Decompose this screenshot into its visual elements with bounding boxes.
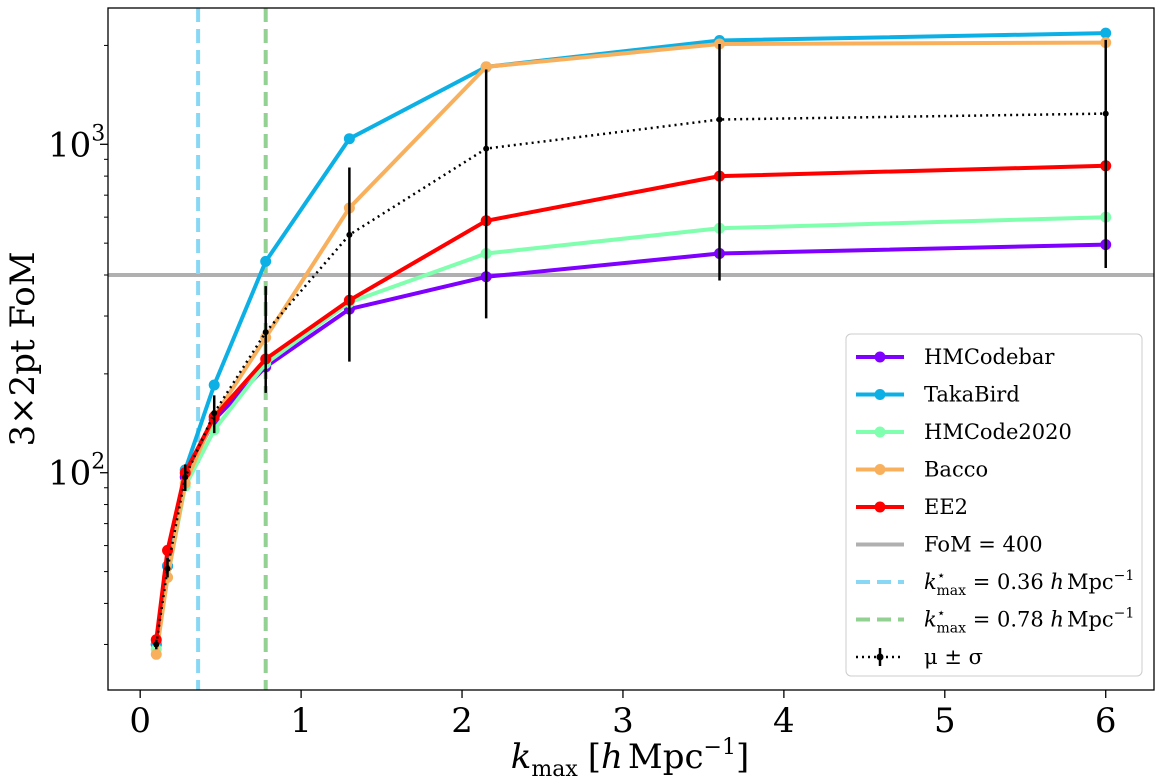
legend-swatch-marker [874,351,886,363]
legend-swatch-marker [876,653,884,661]
legend-entry-reference-0: FoM = 400 [856,533,1043,557]
x-tick-label: 4 [773,701,795,741]
legend-entry-hmcode2020: HMCode2020 [856,420,1072,444]
legend-entry-reference-2: k⋆ max = 0.78 h Mpc−1 [856,606,1134,637]
legend-box [845,333,1143,677]
legend-swatch-marker [874,464,886,475]
x-tick-label: 3 [612,701,634,741]
x-tick-label: 6 [1095,701,1117,741]
series-point-takabird [1100,27,1112,39]
legend-entry-bacco: Bacco [856,458,988,482]
mean-point [346,231,353,238]
legend-label: FoM = 400 [924,533,1043,557]
legend-label: Bacco [924,458,988,482]
legend-entry-mean: μ ± σ [856,645,983,669]
legend-label: TakaBird [924,383,1020,407]
x-tick-label: 1 [290,701,312,741]
series-point-bacco [150,648,162,660]
x-tick-label: 0 [129,701,151,741]
series-point-bacco [480,61,492,73]
legend-entry-ee2: EE2 [856,495,968,519]
x-axis-label: kmax [h Mpc−1] [511,735,750,782]
x-axis: 0 1 2 3 4 5 6 [129,690,1117,741]
mean-point [483,145,490,152]
series-point-takabird [343,133,355,145]
legend-label: EE2 [924,495,968,519]
mean-point [262,329,269,336]
y-axis: 102 103 [48,44,108,645]
mean-point [164,565,171,572]
mean-point [1102,110,1109,117]
y-tick-label: 103 [48,121,105,165]
y-axis-label: 3×2pt FoM [3,251,43,446]
mean-point [182,474,189,481]
x-tick-label: 5 [934,701,956,741]
legend-swatch-marker [874,426,886,438]
legend-label: μ ± σ [924,645,983,669]
y-tick-label: 102 [48,450,105,494]
series-point-ee2 [162,544,174,556]
mean-point [211,410,218,417]
mean-point [153,641,160,648]
plot-frame [107,7,1155,691]
mean-layer [153,39,1109,650]
mean-point [716,116,723,123]
legend-entry-takabird: TakaBird [856,383,1020,407]
legend-label: k⋆ max = 0.78 h Mpc−1 [924,606,1134,637]
legend-label: k⋆ max = 0.36 h Mpc−1 [924,568,1134,599]
legend: HMCodebar TakaBird HMCode2020 Bacco EE2 FoM =… [845,333,1143,677]
x-tick-label: 2 [451,701,473,741]
legend-swatch-marker [874,389,886,400]
legend-entry-hmcodebar: HMCodebar [856,345,1055,369]
series-point-takabird [260,255,272,267]
legend-entry-reference-1: k⋆ max = 0.36 h Mpc−1 [856,568,1134,599]
series-point-takabird [208,379,220,391]
legend-swatch-marker [874,501,886,513]
legend-label: HMCodebar [924,345,1055,369]
legend-label: HMCode2020 [924,420,1072,444]
